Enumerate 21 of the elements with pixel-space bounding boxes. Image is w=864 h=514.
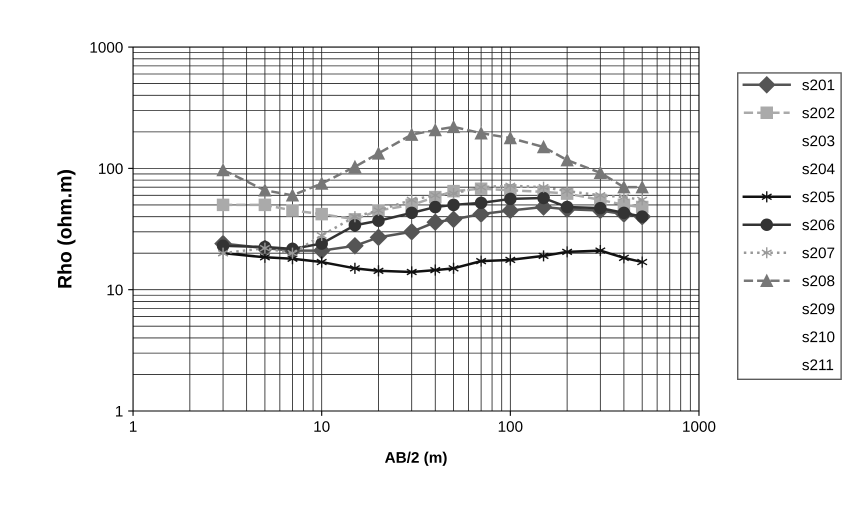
- text: s210: [802, 331, 834, 342]
- y-tick-label: 10: [108, 284, 123, 296]
- x-tick-label: 1000: [683, 421, 716, 432]
- text: s209: [802, 303, 834, 314]
- y-tick-label: 1000: [90, 42, 123, 53]
- text: s204: [802, 163, 835, 174]
- text: s203: [802, 135, 834, 146]
- x-tick-label: 1: [130, 421, 137, 432]
- x-tick-label: 10: [314, 421, 330, 432]
- legend-label: s208: [802, 275, 834, 286]
- legend-label: s202: [802, 107, 834, 118]
- y-tick-label: 100: [99, 163, 123, 174]
- text: s211: [802, 359, 834, 370]
- legend-label: s201: [802, 79, 834, 90]
- y-tick-label: 1: [116, 406, 123, 417]
- legend-label: s207: [802, 247, 834, 258]
- legend-label: s205: [802, 191, 834, 202]
- x-tick-label: 100: [498, 421, 522, 432]
- legend-label: s206: [802, 219, 834, 230]
- x-axis-title: AB/2 (m): [384, 452, 447, 466]
- y-axis-title: Rho (ohm.m): [57, 170, 76, 288]
